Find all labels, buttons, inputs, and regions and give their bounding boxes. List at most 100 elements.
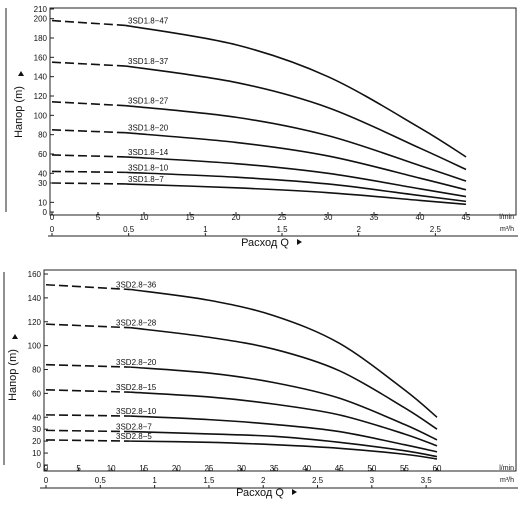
y-tick-label: 40 — [32, 413, 41, 422]
y-axis-title: Напор (m) — [7, 349, 19, 401]
series-curve — [130, 366, 438, 441]
y-tick-label: 100 — [28, 342, 42, 351]
x-tick-label-lmin: 60 — [433, 464, 442, 473]
y-tick-label: 200 — [34, 15, 48, 24]
series-curve-dashed — [45, 439, 131, 442]
y-tick-label: 140 — [28, 294, 42, 303]
series-curve — [130, 326, 438, 430]
series-label: 3SD2.8−20 — [116, 358, 157, 367]
series-curve — [125, 171, 467, 203]
series-label: 3SD2.8−7 — [116, 423, 152, 432]
y-title-arrow-icon — [18, 71, 24, 76]
y-tick-label: 10 — [32, 449, 41, 458]
series-curve-dashed — [51, 61, 126, 67]
x-tick-label-m3h: 0 — [44, 476, 49, 485]
x-tick-label-lmin: 45 — [462, 213, 471, 222]
y-tick-label: 40 — [38, 169, 47, 178]
y-tick-label: 100 — [34, 111, 48, 120]
series-curve — [125, 156, 467, 198]
series-label: 3SD2.8−28 — [116, 319, 157, 328]
y-tick-label: 0 — [43, 208, 48, 217]
series-label: 3SD2.8−15 — [116, 383, 157, 392]
x-tick-label-lmin: 5 — [96, 213, 101, 222]
series-curve-dashed — [45, 363, 131, 368]
series-curve — [130, 415, 438, 453]
x-unit-m3h: m³/h — [500, 477, 514, 484]
series-label: 3SD1.8−37 — [128, 57, 169, 66]
series-curve-dashed — [51, 170, 126, 174]
y-tick-label: 120 — [28, 318, 42, 327]
series-label: 3SD2.8−36 — [116, 281, 157, 290]
x-tick-label-lmin: 0 — [50, 213, 55, 222]
x-tick-label-lmin: 25 — [204, 464, 213, 473]
series-curve — [125, 24, 467, 158]
series-label: 3SD1.8−20 — [128, 124, 169, 133]
x-tick-label-m3h: 0.5 — [123, 225, 135, 234]
series-curve-dashed — [51, 101, 126, 107]
x-tick-label-lmin: 40 — [416, 213, 425, 222]
series-curve-dashed — [45, 283, 131, 291]
x-tick-label-lmin: 25 — [278, 213, 287, 222]
x-tick-label-lmin: 40 — [302, 464, 311, 473]
x-tick-label-m3h: 2 — [261, 476, 266, 485]
y-tick-label: 60 — [38, 150, 47, 159]
x-tick-label-lmin: 50 — [367, 464, 376, 473]
series-curve — [125, 183, 467, 206]
y-tick-label: 160 — [28, 270, 42, 279]
y-tick-label: 140 — [34, 73, 48, 82]
series-label: 3SD1.8−10 — [128, 163, 169, 172]
y-tick-label: 80 — [38, 131, 47, 140]
series-curve-dashed — [45, 429, 131, 433]
x-tick-label-m3h: 3 — [370, 476, 375, 485]
x-title-arrow-icon — [292, 489, 297, 495]
y-tick-label: 30 — [32, 425, 41, 434]
x-title-arrow-icon — [297, 239, 302, 245]
y-tick-label: 180 — [34, 34, 48, 43]
y-tick-label: 10 — [38, 198, 47, 207]
x-unit-m3h: m³/h — [500, 226, 514, 233]
y-tick-label: 160 — [34, 53, 48, 62]
x-tick-label-lmin: 10 — [140, 213, 149, 222]
series-curve — [130, 430, 438, 458]
series-curve-dashed — [51, 154, 126, 158]
series-curve-dashed — [51, 129, 126, 134]
x-tick-label-m3h: 2.5 — [312, 476, 324, 485]
x-tick-label-lmin: 15 — [186, 213, 195, 222]
y-title-arrow-icon — [12, 334, 18, 339]
series-label: 3SD2.8−5 — [116, 432, 152, 441]
series-curve-dashed — [51, 19, 126, 27]
x-tick-label-lmin: 5 — [76, 464, 81, 473]
series-label: 3SD1.8−27 — [128, 97, 169, 106]
series-curve-dashed — [45, 323, 131, 329]
y-tick-label: 30 — [38, 179, 47, 188]
x-axis-title: Расход Q — [236, 487, 284, 499]
series-curve — [125, 131, 467, 191]
x-tick-label-lmin: 30 — [324, 213, 333, 222]
x-tick-label-lmin: 30 — [237, 464, 246, 473]
series-label: 3SD1.8−7 — [128, 175, 164, 184]
x-tick-label-lmin: 55 — [400, 464, 409, 473]
x-unit-lmin: l/min — [499, 465, 514, 472]
x-tick-label-lmin: 20 — [232, 213, 241, 222]
x-tick-label-m3h: 2.5 — [430, 225, 442, 234]
series-curve-dashed — [51, 182, 126, 185]
x-tick-label-lmin: 45 — [335, 464, 344, 473]
x-tick-label-m3h: 1.5 — [276, 225, 288, 234]
y-tick-label: 80 — [32, 366, 41, 375]
x-tick-label-m3h: 0.5 — [95, 476, 107, 485]
series-curve — [130, 391, 438, 447]
series-curve — [130, 440, 438, 460]
y-tick-label: 210 — [34, 5, 48, 14]
y-tick-label: 60 — [32, 389, 41, 398]
x-axis-title: Расход Q — [241, 237, 289, 249]
x-unit-lmin: l/min — [499, 214, 514, 221]
series-label: 3SD2.8−10 — [116, 407, 157, 416]
x-tick-label-m3h: 3.5 — [421, 476, 433, 485]
series-curve-dashed — [45, 414, 131, 417]
y-axis-title: Напор (m) — [13, 86, 25, 138]
series-label: 3SD1.8−14 — [128, 148, 169, 157]
series-curve-dashed — [45, 388, 131, 393]
y-tick-label: 20 — [32, 437, 41, 446]
x-tick-label-m3h: 1 — [203, 225, 208, 234]
